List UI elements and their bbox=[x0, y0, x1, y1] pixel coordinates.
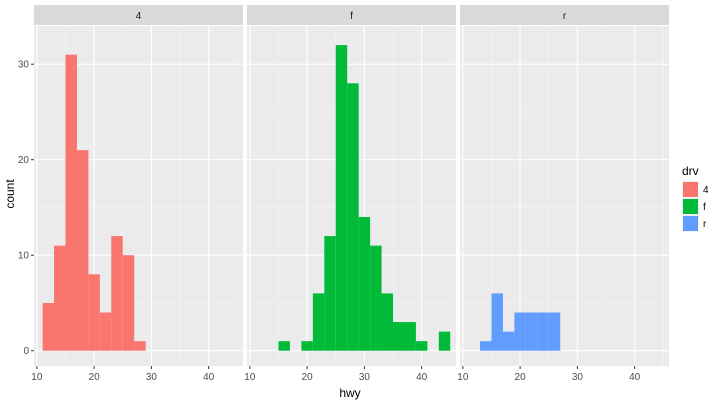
x-tick-label: 20 bbox=[89, 372, 101, 383]
histogram-bar bbox=[393, 322, 405, 351]
facet-strip bbox=[460, 5, 669, 25]
legend-swatch bbox=[683, 216, 698, 231]
facet-strip bbox=[34, 5, 243, 25]
x-tick-label: 30 bbox=[572, 372, 584, 383]
histogram-bar bbox=[438, 331, 451, 351]
legend-label: f bbox=[703, 202, 706, 213]
histogram-bar bbox=[99, 312, 112, 351]
y-axis: 0 10 20 30 bbox=[18, 60, 34, 357]
facet-strip bbox=[247, 5, 456, 25]
facet-panel-r: r 10 20 30 40 bbox=[457, 5, 669, 383]
histogram-bar bbox=[76, 150, 89, 351]
x-tick-label: 10 bbox=[244, 372, 256, 383]
histogram-bar bbox=[88, 274, 100, 351]
histogram-bar bbox=[134, 341, 146, 351]
facet-panel-f: f 10 20 30 40 bbox=[244, 5, 456, 383]
x-tick-label: 10 bbox=[457, 372, 469, 383]
x-axis: 10 20 30 40 bbox=[457, 366, 641, 383]
histogram-bar bbox=[312, 293, 325, 351]
legend-item-4: 4 bbox=[682, 181, 709, 198]
x-tick-label: 40 bbox=[629, 372, 641, 383]
legend-title: drv bbox=[682, 164, 699, 178]
histogram-bar bbox=[491, 293, 503, 351]
histogram-bars bbox=[278, 45, 451, 351]
histogram-bars bbox=[42, 54, 146, 351]
facet-strip-label: 4 bbox=[136, 11, 142, 22]
histogram-bar bbox=[370, 245, 382, 351]
x-tick-label: 30 bbox=[146, 372, 158, 383]
legend: drv 4 fr bbox=[682, 164, 709, 232]
histogram-bar bbox=[111, 236, 123, 351]
facet-strip-label: r bbox=[563, 11, 567, 22]
histogram-bar bbox=[301, 341, 313, 351]
histogram-bar bbox=[122, 255, 135, 351]
histogram-bar bbox=[525, 312, 538, 351]
histogram-bar bbox=[324, 236, 336, 351]
histogram-bar bbox=[404, 322, 416, 351]
x-tick-label: 40 bbox=[416, 372, 428, 383]
legend-label: r bbox=[703, 219, 707, 230]
x-tick-label: 10 bbox=[31, 372, 43, 383]
x-axis-title: hwy bbox=[339, 386, 360, 400]
legend-items: 4 fr bbox=[682, 181, 709, 232]
histogram-bar bbox=[502, 331, 515, 351]
legend-swatch bbox=[683, 199, 698, 214]
histogram-bar bbox=[415, 341, 428, 351]
histogram-bar bbox=[514, 312, 526, 351]
x-tick-label: 30 bbox=[359, 372, 371, 383]
facet-panels: 4 10 20 30 40 f 10 20 30 40 r 10 20 30 40 bbox=[31, 5, 669, 383]
y-tick-label: 30 bbox=[18, 60, 30, 71]
histogram-bar bbox=[358, 217, 371, 351]
histogram-bars bbox=[480, 293, 561, 351]
x-tick-label: 20 bbox=[515, 372, 527, 383]
x-axis: 10 20 30 40 bbox=[31, 366, 215, 383]
legend-label: 4 bbox=[703, 185, 709, 196]
histogram-bar bbox=[347, 83, 359, 351]
histogram-bar bbox=[537, 312, 549, 351]
histogram-bar bbox=[54, 245, 66, 351]
legend-item-r: r bbox=[682, 215, 707, 232]
histogram-bar bbox=[65, 54, 77, 351]
facet-strip-label: f bbox=[350, 11, 353, 22]
histogram-bar bbox=[548, 312, 561, 351]
y-axis-title: count bbox=[3, 179, 17, 209]
histogram-bar bbox=[381, 293, 394, 351]
legend-item-f: f bbox=[682, 198, 706, 215]
facet-panel-4: 4 10 20 30 40 bbox=[31, 5, 243, 383]
y-tick-label: 20 bbox=[18, 155, 30, 166]
x-tick-label: 20 bbox=[302, 372, 314, 383]
histogram-bar bbox=[42, 302, 55, 351]
legend-swatch bbox=[683, 182, 698, 197]
y-tick-label: 0 bbox=[23, 346, 29, 357]
x-axis: 10 20 30 40 bbox=[244, 366, 428, 383]
x-tick-label: 40 bbox=[203, 372, 215, 383]
histogram-bar bbox=[278, 341, 290, 351]
y-tick-label: 10 bbox=[18, 251, 30, 262]
histogram-bar bbox=[480, 341, 492, 351]
histogram-bar bbox=[335, 45, 348, 351]
